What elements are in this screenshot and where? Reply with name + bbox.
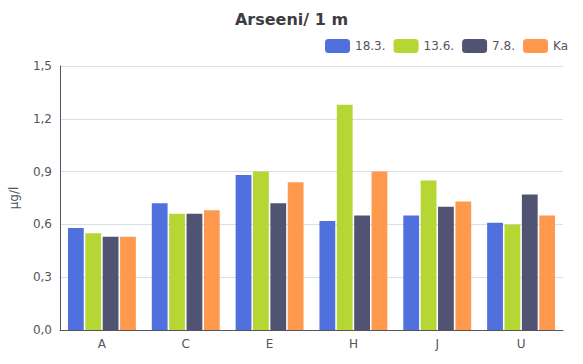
svg-text:A: A: [98, 337, 107, 351]
svg-text:1,2: 1,2: [33, 112, 52, 126]
svg-text:0,9: 0,9: [33, 165, 52, 179]
svg-text:H: H: [349, 337, 358, 351]
svg-text:C: C: [182, 337, 190, 351]
svg-text:1,5: 1,5: [33, 59, 52, 73]
svg-text:μg/l: μg/l: [7, 187, 21, 210]
svg-text:E: E: [266, 337, 274, 351]
svg-text:U: U: [517, 337, 526, 351]
svg-text:Arseeni/ 1 m: Arseeni/ 1 m: [235, 10, 348, 29]
svg-text:13.6.: 13.6.: [424, 39, 455, 53]
svg-text:Ka: Ka: [553, 39, 568, 53]
svg-text:0,0: 0,0: [33, 323, 52, 337]
svg-text:7.8.: 7.8.: [492, 39, 515, 53]
svg-text:J: J: [434, 337, 439, 351]
svg-text:0,3: 0,3: [33, 270, 52, 284]
svg-text:0,6: 0,6: [33, 217, 52, 231]
svg-text:18.3.: 18.3.: [355, 39, 386, 53]
